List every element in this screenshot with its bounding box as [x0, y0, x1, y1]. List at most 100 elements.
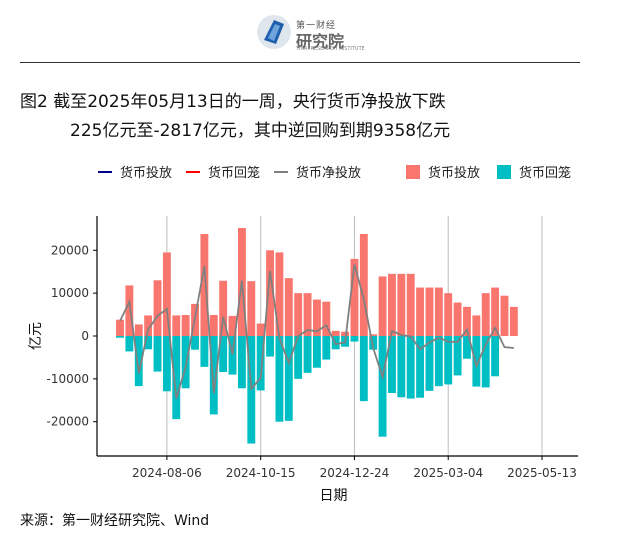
injection-bar: [125, 285, 134, 336]
injection-bar: [116, 319, 124, 336]
injection-bar: [266, 250, 274, 336]
injection-bar: [134, 324, 143, 336]
injection-bar: [453, 302, 462, 336]
injection-bar: [200, 234, 209, 336]
withdrawal-bar: [153, 336, 162, 372]
logo-mark-icon: [257, 15, 291, 49]
withdrawal-bar: [209, 336, 218, 415]
withdrawal-bar: [444, 336, 453, 385]
injection-bar: [303, 293, 312, 336]
withdrawal-bar: [303, 336, 312, 373]
injection-bar: [256, 323, 265, 336]
x-axis-title: 日期: [320, 488, 348, 504]
injection-bar: [247, 281, 256, 336]
withdrawal-bar: [228, 336, 237, 375]
y-axis-title: 亿元: [28, 322, 44, 350]
legend-label: 货币回笼: [519, 165, 571, 181]
withdrawal-bar: [284, 336, 293, 421]
withdrawal-bar: [266, 336, 274, 357]
withdrawal-bar: [425, 336, 434, 391]
withdrawal-bar: [181, 336, 190, 389]
injection-bar: [331, 330, 340, 336]
figure-title-line1: 图2 截至2025年05月13日的一周，央行货币净投放下跌: [20, 92, 446, 112]
x-tick-label: 2024-10-15: [226, 466, 296, 480]
injection-bar: [481, 293, 490, 336]
withdrawal-bar: [116, 336, 124, 338]
y-tick-label: -20000: [46, 415, 89, 429]
legend-label: 货币投放: [428, 165, 480, 181]
injection-bar: [153, 280, 162, 336]
y-tick-label: 20000: [51, 243, 89, 257]
injection-bar: [406, 273, 415, 336]
withdrawal-bar: [406, 336, 415, 399]
net-injection-line: [119, 264, 514, 399]
withdrawal-bar: [125, 336, 134, 352]
withdrawal-bar: [256, 336, 265, 391]
injection-bar: [312, 299, 321, 336]
injection-bar: [388, 273, 396, 336]
withdrawal-bar: [397, 336, 406, 398]
withdrawal-bar: [191, 336, 199, 350]
legend-label: 货币回笼: [208, 165, 260, 181]
x-tick-label: 2024-08-06: [132, 466, 202, 480]
withdrawal-bar: [378, 336, 387, 437]
y-tick-label: -10000: [46, 372, 89, 386]
injection-bar: [359, 234, 368, 336]
withdrawal-bar: [144, 336, 153, 350]
source-note: 来源：第一财经研究院、Wind: [20, 513, 210, 529]
injection-bar: [219, 280, 228, 336]
page-header: 第一财经 研究院 YICAI RESEARCH INSTITUTE: [0, 0, 640, 60]
brand-small-text: 第一财经: [296, 21, 337, 31]
figure-title-line2: 225亿元至-2817亿元，其中逆回购到期9358亿元: [70, 121, 451, 141]
injection-bar: [341, 331, 350, 336]
money-supply-chart: -20000 -10000 0 10000 20000 2024-08-06 2024-10…: [28, 165, 578, 504]
legend-label: 货币净投放: [296, 165, 361, 181]
y-tick-label: 10000: [51, 286, 89, 300]
injection-bar: [416, 287, 425, 336]
injection-bar: [444, 293, 453, 336]
injection-bar: [162, 252, 171, 336]
figure-title: 图2 截至2025年05月13日的一周，央行货币净投放下跌 225亿元至-281…: [20, 88, 450, 146]
withdrawal-bar: [134, 336, 143, 387]
injection-bar: [322, 301, 331, 336]
withdrawal-bar: [172, 336, 181, 420]
injection-bar: [172, 315, 181, 336]
withdrawal-bar: [416, 336, 425, 398]
injection-bar: [228, 315, 237, 336]
injection-bar: [491, 287, 500, 336]
withdrawal-bar: [322, 336, 331, 360]
x-tick-label: 2024-12-24: [320, 466, 390, 480]
injection-bar: [500, 295, 509, 336]
injection-bar: [275, 252, 284, 336]
withdrawal-bar: [219, 336, 228, 372]
withdrawal-bar: [275, 336, 284, 422]
injection-bar: [209, 315, 218, 336]
withdrawal-bar: [388, 336, 396, 393]
legend-bar-swatch: [406, 165, 420, 179]
withdrawal-bar: [237, 336, 246, 389]
injection-bar: [181, 315, 190, 336]
y-tick-label: 0: [81, 329, 89, 343]
withdrawal-bar: [312, 336, 321, 368]
legend-label: 货币投放: [120, 165, 172, 181]
injection-bar: [397, 273, 406, 336]
withdrawal-bar: [491, 336, 500, 377]
brand-logo: 第一财经 研究院 YICAI RESEARCH INSTITUTE: [256, 14, 366, 54]
withdrawal-bar: [463, 336, 471, 359]
x-tick-label: 2025-05-13: [507, 466, 577, 480]
withdrawal-bar: [359, 336, 368, 402]
header-divider: [20, 62, 580, 63]
injection-bar: [425, 287, 434, 336]
withdrawal-bar: [481, 336, 490, 388]
injection-bar: [434, 287, 443, 336]
x-tick-label: 2025-03-04: [413, 466, 483, 480]
injection-bar: [509, 306, 518, 336]
injection-bar: [378, 276, 387, 336]
injection-bar: [472, 315, 481, 336]
withdrawal-bar: [200, 336, 209, 367]
withdrawal-bar: [162, 336, 171, 392]
withdrawal-bar: [434, 336, 443, 387]
withdrawal-bar: [369, 336, 378, 350]
injection-bar: [350, 258, 359, 336]
withdrawal-bar: [294, 336, 303, 379]
